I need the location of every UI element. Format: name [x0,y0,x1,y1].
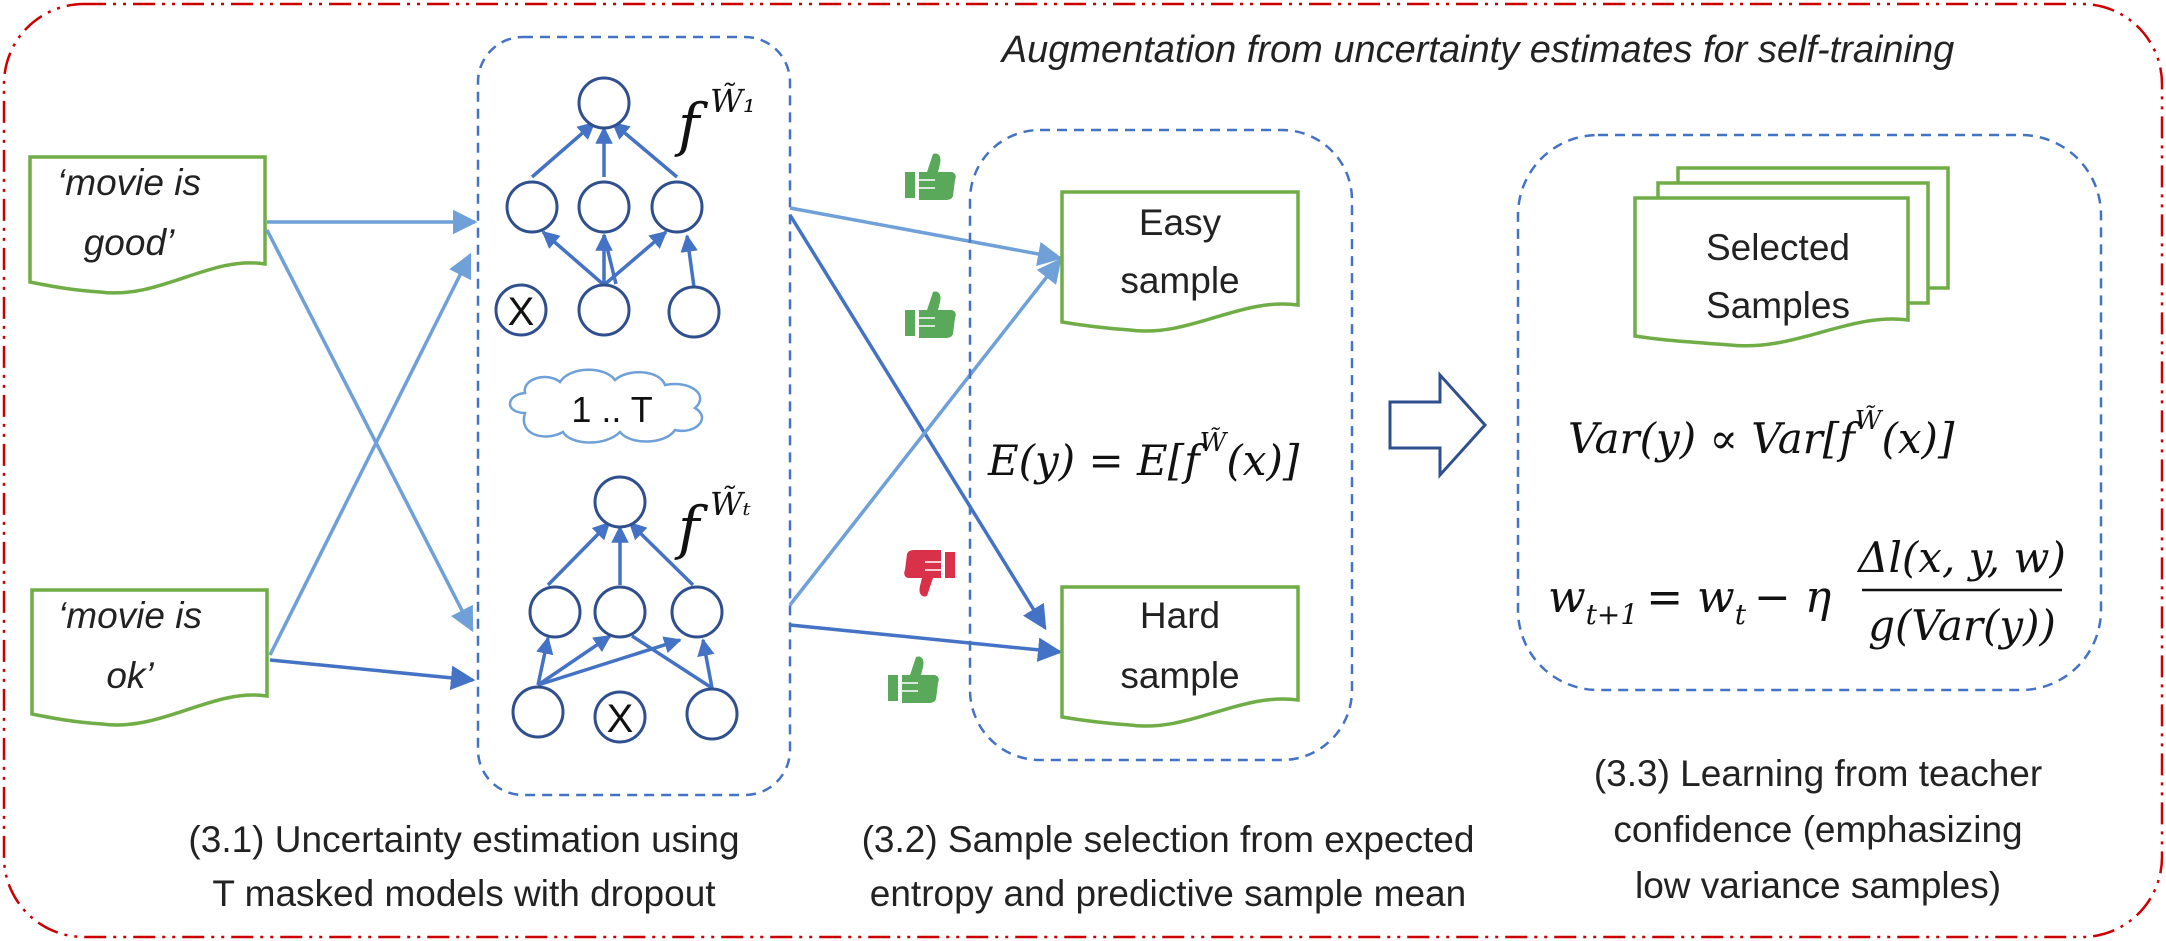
expectation-formula: E(y) = E[fW̃(x)] [987,427,1300,485]
caption-3-3-line2: confidence (emphasizing [1613,809,2022,850]
caption-3-3-line3: low variance samples) [1635,865,2001,906]
input-arrows [265,209,478,691]
hard-sample-line2: sample [1120,655,1239,696]
input-good-line1: ‘movie is [57,162,201,203]
cloud-label: 1 .. T [571,389,652,430]
models-box [476,35,792,797]
thumbs-up-icon-3 [887,655,940,704]
easy-sample-doc: Easy sample [1060,190,1300,333]
big-right-arrow-icon [1388,371,1488,479]
variance-formula: Var(y) ∝ Var[fW̃(x)] [1568,405,1955,463]
model-top-sup: W̃₁ [710,82,756,120]
svg-text:E(y) = E[fW̃(x)]: E(y) = E[fW̃(x)] [987,427,1300,485]
easy-sample-line1: Easy [1139,202,1222,243]
dropout-mark-top: X [508,290,535,334]
caption-3-1-line2: T masked models with dropout [212,873,716,914]
thumbs-up-icon-1 [904,152,957,201]
samples-box [968,128,1354,762]
hard-sample-line1: Hard [1140,595,1220,636]
input-doc-good: ‘movie is good’ [28,155,267,295]
selected-line1: Selected [1706,227,1850,268]
dropout-node-top [494,283,548,337]
selected-samples-stack: Selected Samples [1633,166,1950,348]
input-good-line2: good’ [84,222,175,263]
network-bottom: X [511,475,739,744]
svg-text:Var(y) ∝ Var[fW̃(x)]: Var(y) ∝ Var[fW̃(x)] [1568,405,1955,463]
input-ok-line2: ok’ [106,655,154,696]
caption-3-2-line1: (3.2) Sample selection from expected [862,819,1475,860]
caption-3-1-line1: (3.1) Uncertainty estimation using [188,819,739,860]
caption-3-3-line1: (3.3) Learning from teacher [1594,753,2042,794]
dropout-mark-bottom: X [607,697,634,741]
model-bottom-label: f [674,494,709,562]
input-ok-line1: ‘movie is [58,595,202,636]
svg-text:wt+1= wt− η: wt+1 = wt − η [1548,572,1831,631]
update-formula: wt+1 = wt − η Δl(x, y, w) g(Var(y)) [1548,533,2066,650]
model-top-label: f [674,91,709,159]
model-bottom-sup: W̃ₜ [710,485,751,523]
hard-sample-doc: Hard sample [1060,585,1300,728]
selected-line2: Samples [1706,285,1850,326]
easy-sample-line2: sample [1120,260,1239,301]
network-top: X [494,76,721,339]
diagram-title: Augmentation from uncertainty estimates … [1000,29,1955,71]
iteration-cloud: 1 .. T [508,368,704,444]
input-doc-ok: ‘movie is ok’ [30,588,269,727]
thumbs-down-icon [904,550,955,597]
thumbs-up-icon-2 [904,290,957,339]
selection-arrows [788,206,1063,662]
svg-text:g(Var(y)): g(Var(y)) [1868,601,2056,650]
selected-box [1516,133,2103,692]
caption-3-2-line2: entropy and predictive sample mean [870,873,1466,914]
dropout-node-bottom [593,690,647,744]
svg-text:Δl(x, y, w): Δl(x, y, w) [1856,533,2066,582]
